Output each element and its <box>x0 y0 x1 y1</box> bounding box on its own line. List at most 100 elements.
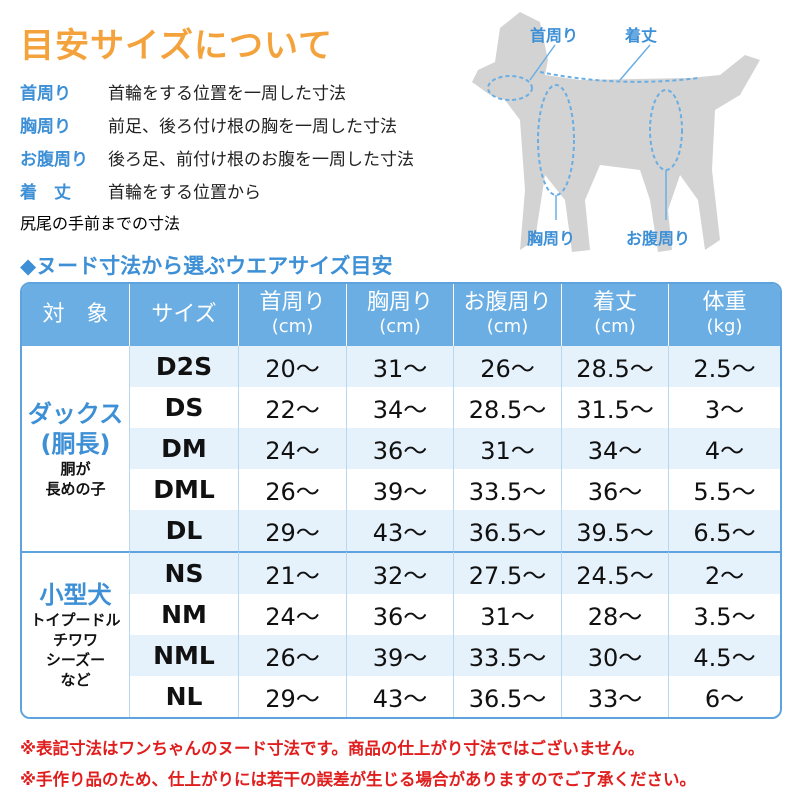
table-row: DS 22〜 34〜 28.5〜 31.5〜 3〜 <box>22 387 780 428</box>
header-label: 体重 <box>702 290 747 315</box>
value-cell: 26〜 <box>239 469 347 510</box>
value-cell: 30〜 <box>562 635 669 676</box>
column-header: サイズ <box>130 284 239 346</box>
header-label: 首周り <box>259 290 326 315</box>
group-desc: シーズー <box>45 651 106 669</box>
value-cell: 6〜 <box>704 685 745 713</box>
desc: 首輪をする位置から <box>108 183 261 203</box>
header-label: 胸周り <box>366 290 433 315</box>
diagram-label-length: 着丈 <box>625 26 658 45</box>
note: ※表記寸法はワンちゃんのヌード寸法です。商品の仕上がり寸法ではございません。 <box>20 739 645 758</box>
value-cell: 28.5〜 <box>562 346 669 387</box>
table-row: NM 24〜 36〜 31〜 28〜 3.5〜 <box>22 594 780 635</box>
size-cell: NML <box>130 635 239 676</box>
value-cell: 28〜 <box>562 594 669 635</box>
header-unit: (cm) <box>379 316 421 337</box>
group-name: ダックス <box>27 399 124 428</box>
column-header: 着丈 (cm) <box>562 284 669 346</box>
diagram-label-neck: 首周り <box>530 26 579 45</box>
diagram-label-belly: お腹周り <box>626 229 691 248</box>
value-cell: 34〜 <box>562 428 669 469</box>
value-cell: 32〜 <box>347 551 454 594</box>
size-cell: DS <box>130 387 239 428</box>
header-unit: (cm) <box>486 316 529 337</box>
group-cell: ダックス (胴長) 胴が 長めの子 <box>22 346 130 551</box>
value-cell: 22〜 <box>239 387 347 428</box>
value-cell: 39.5〜 <box>562 510 669 551</box>
table-row: NL 29〜 43〜 36.5〜 33〜 6〜 <box>22 676 780 717</box>
table-row: DML 26〜 39〜 33.5〜 36〜 5.5〜 <box>22 469 780 510</box>
term: 胸周り <box>20 117 71 137</box>
dog-silhouette <box>472 12 760 252</box>
size-table: 対 象サイズ 首周り (cm) 胸周り (cm) お腹周り (cm) 着丈 (cm) 体重 (kg)… <box>20 282 782 719</box>
value-cell: 43〜 <box>347 510 454 551</box>
table-row: NML 26〜 39〜 33.5〜 30〜 4.5〜 <box>22 635 780 676</box>
group-desc: 長めの子 <box>45 479 106 498</box>
table-row: DL 29〜 43〜 36.5〜 39.5〜 6.5〜 <box>22 510 780 551</box>
value-cell: 31〜 <box>347 346 454 387</box>
definition-belly: お腹周り 後ろ足、前付け根のお腹を一周した寸法 <box>20 144 414 177</box>
header-label: お腹周り <box>463 290 552 315</box>
term: 首周り <box>20 84 71 104</box>
value-cell: 26〜 <box>454 346 562 387</box>
value-cell: 28.5〜 <box>454 387 562 428</box>
table-row: 小型犬 トイプードル チワワ シーズー など NS 21〜 32〜 27.5〜 24.5〜 2〜 <box>22 551 780 717</box>
value-cell: 31.5〜 <box>562 387 669 428</box>
value-cell: 6.5〜 <box>669 510 780 551</box>
group-desc: など <box>60 671 91 689</box>
group-cell: 小型犬トイプードル チワワシーズーなど <box>22 551 130 717</box>
value-cell: 27.5〜 <box>454 551 562 594</box>
value-cell: 24.5〜 <box>562 551 669 594</box>
header-unit: (cm) <box>271 316 314 337</box>
value-cell: 3.5〜 <box>693 603 756 631</box>
header-unit: (kg) <box>706 316 743 337</box>
term: お腹周り <box>20 150 88 170</box>
value-cell: 31〜 <box>454 428 562 469</box>
group-desc: トイプードル <box>30 611 121 629</box>
header-unit: (cm) <box>594 316 636 337</box>
value-cell: 39〜 <box>347 635 454 676</box>
definitions: 首周り 首輪をする位置を一周した寸法 胸周り 前足、後ろ付け根の胸を一周した寸法 お… <box>20 78 414 234</box>
header-label: 対 象 <box>42 302 109 327</box>
size-cell: D2S <box>130 346 239 387</box>
value-cell: 31〜 <box>454 594 562 635</box>
desc: 後ろ足、前付け根のお腹を一周した寸法 <box>108 150 414 170</box>
value-cell: 29〜 <box>239 676 347 717</box>
column-header: 胸周り (cm) <box>347 284 454 346</box>
dog-diagram <box>472 12 760 252</box>
value-cell: 20〜 <box>239 346 347 387</box>
notes: ※表記寸法はワンちゃんのヌード寸法です。商品の仕上がり寸法ではございません。 ※… <box>20 733 696 795</box>
neck-marker <box>487 75 533 101</box>
definition-length: 着 丈 首輪をする位置から <box>20 177 414 210</box>
table-row: ダックス (胴長) 胴が 長めの子 D2S 20〜 31〜 26〜 28.5〜 2.5〜 <box>22 346 780 551</box>
value-cell: 36〜 <box>347 428 454 469</box>
value-cell: 34〜 <box>347 387 454 428</box>
length-marker <box>539 71 699 83</box>
value-cell: 4.5〜 <box>669 635 780 676</box>
value-cell: 24〜 <box>239 428 347 469</box>
value-cell: 36〜 <box>562 469 669 510</box>
desc-cont: 尻尾の手前までの寸法 <box>20 214 181 233</box>
value-cell: 26〜 <box>239 635 347 676</box>
value-cell: 24〜 <box>239 594 347 635</box>
note: ※手作り品のため、仕上がりには若干の誤差が生じる場合がありますのでご了承ください… <box>20 770 697 789</box>
value-cell: 3〜 <box>704 396 745 424</box>
page-title: 目安サイズについて <box>20 26 333 66</box>
group-desc: 胴が <box>60 459 91 478</box>
group-name: 小型犬 <box>39 581 112 609</box>
group-name: (胴長) <box>40 429 111 458</box>
group-desc: チワワ <box>52 631 98 649</box>
column-header: 首周り (cm) <box>239 284 347 346</box>
definition-chest: 胸周り 前足、後ろ付け根の胸を一周した寸法 <box>20 111 414 144</box>
diagram-label-chest: 胸周り <box>527 229 576 248</box>
desc: 首輪をする位置を一周した寸法 <box>108 84 346 104</box>
section-title: ◆ヌード寸法から選ぶウエアサイズ目安 <box>20 254 393 278</box>
size-cell: DM <box>130 428 239 469</box>
value-cell: 36.5〜 <box>454 676 562 717</box>
table-row: DM 24〜 36〜 31〜 34〜 4〜 <box>22 428 780 469</box>
value-cell: 39〜 <box>347 469 454 510</box>
value-cell: 33〜 <box>562 676 669 717</box>
header-label: 着丈 <box>592 290 637 315</box>
value-cell: 33.5〜 <box>454 635 562 676</box>
size-cell: DL <box>130 510 239 551</box>
